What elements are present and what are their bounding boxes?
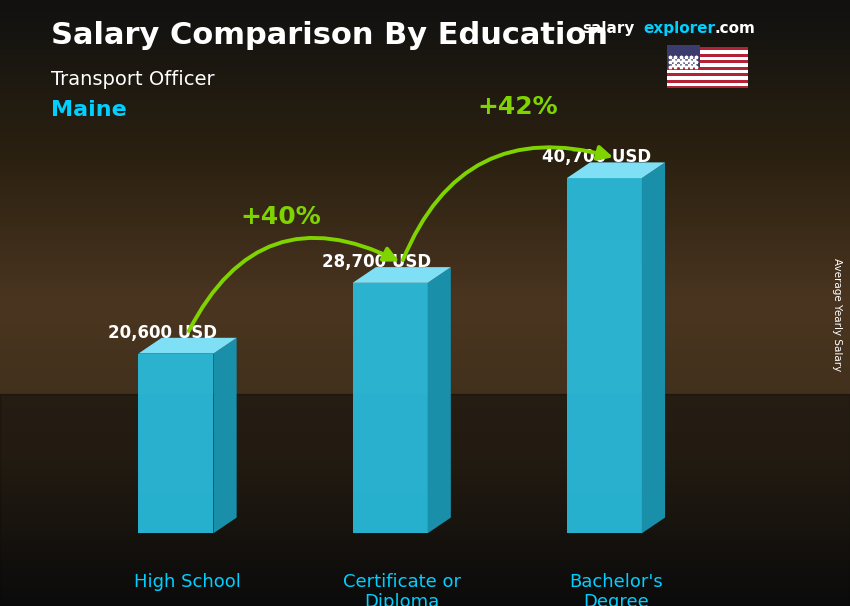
Text: +42%: +42% bbox=[478, 95, 558, 119]
Polygon shape bbox=[139, 353, 213, 533]
Text: explorer: explorer bbox=[643, 21, 716, 36]
Polygon shape bbox=[642, 162, 665, 533]
Bar bbox=[667, 53, 748, 57]
Bar bbox=[667, 57, 748, 60]
Bar bbox=[667, 60, 748, 64]
Bar bbox=[667, 83, 748, 86]
Polygon shape bbox=[353, 283, 428, 533]
Bar bbox=[667, 86, 748, 90]
Text: 28,700 USD: 28,700 USD bbox=[322, 253, 432, 271]
Polygon shape bbox=[353, 267, 451, 283]
Text: Certificate or
Diploma: Certificate or Diploma bbox=[343, 573, 461, 606]
Bar bbox=[667, 80, 748, 83]
Text: Salary Comparison By Education: Salary Comparison By Education bbox=[51, 21, 608, 50]
Bar bbox=[667, 50, 748, 53]
Polygon shape bbox=[139, 338, 236, 353]
Bar bbox=[667, 64, 748, 67]
Polygon shape bbox=[567, 162, 665, 178]
Text: Transport Officer: Transport Officer bbox=[51, 70, 214, 88]
Text: Average Yearly Salary: Average Yearly Salary bbox=[832, 259, 842, 371]
Polygon shape bbox=[567, 178, 642, 533]
Text: 40,700 USD: 40,700 USD bbox=[541, 148, 651, 167]
Polygon shape bbox=[428, 267, 451, 533]
Bar bbox=[667, 67, 748, 70]
Text: .com: .com bbox=[714, 21, 755, 36]
Bar bbox=[667, 47, 748, 50]
Bar bbox=[667, 76, 748, 80]
Text: salary: salary bbox=[582, 21, 635, 36]
Text: High School: High School bbox=[134, 573, 241, 591]
Text: Bachelor's
Degree: Bachelor's Degree bbox=[570, 573, 663, 606]
Text: Maine: Maine bbox=[51, 100, 127, 120]
Bar bbox=[667, 45, 700, 68]
Bar bbox=[667, 70, 748, 73]
Text: 20,600 USD: 20,600 USD bbox=[108, 324, 217, 342]
Bar bbox=[667, 73, 748, 76]
Bar bbox=[0, 394, 850, 606]
Text: +40%: +40% bbox=[240, 205, 320, 229]
Polygon shape bbox=[213, 338, 236, 533]
